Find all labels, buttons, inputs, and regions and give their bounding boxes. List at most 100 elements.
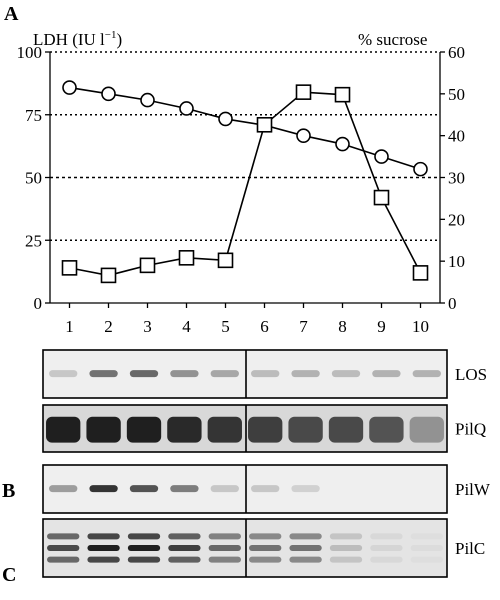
circle-point [62,80,77,95]
blot-band [251,370,280,378]
left-tick-label: 75 [25,106,42,125]
blot-los: LOS [42,349,487,399]
blot-band [370,533,403,540]
x-tick-label: 2 [104,317,113,336]
blot-band [208,556,241,563]
x-tick-label: 9 [377,317,386,336]
blot-band [168,556,201,563]
square-point [334,86,351,103]
blot-band [87,545,120,551]
blot-band [89,485,118,493]
blot-frame [42,349,448,399]
blot-band [168,533,201,540]
blot-band [47,556,80,563]
blot-band [331,370,361,378]
blot-band [207,416,242,443]
circle-point [374,149,389,164]
blot-band [248,416,283,443]
blot-band [210,485,239,493]
gridlines [50,51,440,242]
blot-band [329,545,363,551]
blot-band [328,416,364,443]
blot-band [47,533,80,540]
blot-band [170,485,199,493]
blot-band [289,556,322,563]
blot-band [127,556,161,563]
blot-band [46,416,81,443]
blot-pilw: PilW [42,464,491,514]
left-axis-label: LDH (IU l−1) [33,29,122,49]
blot-band [412,370,441,378]
circle-point [296,128,311,143]
blot-band [86,416,121,443]
blot-band [210,370,239,378]
square-point [217,252,234,269]
blot-frame [42,518,448,578]
circle-point [218,111,233,127]
blot-panels: LOS PilQ PilW PilC [42,349,491,578]
circle-point [335,136,350,152]
square-series-line [69,91,422,277]
blot-label: PilC [455,539,485,558]
blot-band [288,416,323,443]
blot-band [170,370,199,378]
left-tick-label: 25 [25,231,42,250]
blot-band [168,545,201,551]
blot-band [291,485,320,493]
blot-pilc: PilC [42,518,485,578]
blot-band [49,485,78,493]
blot-band [329,533,363,540]
square-point [100,267,117,284]
x-tick-label: 6 [260,317,269,336]
x-tick-label: 4 [182,317,191,336]
square-point [412,265,429,281]
blot-band [129,485,159,493]
x-tick-label: 5 [221,317,230,336]
circle-point [101,86,116,102]
panel-label-a: A [4,3,19,25]
x-tick-label: 10 [412,317,429,336]
blot-band [370,556,403,563]
right-axis-label: % sucrose [358,30,427,49]
square-point [373,189,390,206]
right-tick-label: 0 [448,294,457,313]
right-tick-label: 40 [448,127,465,146]
blot-band [410,556,443,563]
tick-marks: 0 25 50 75 100 0 10 20 30 40 50 60 1 2 3 4 5 6 7 8 9 10 [17,43,466,336]
blot-band [49,370,78,378]
blot-label: PilQ [455,420,486,439]
right-tick-label: 30 [448,169,465,188]
left-tick-label: 100 [17,43,43,62]
blot-band [329,556,363,563]
blot-label: PilW [455,480,491,499]
blot-frame [42,404,448,453]
blot-band [249,533,282,540]
blot-band [289,533,322,540]
blot-band [127,533,161,540]
blot-band [410,545,443,551]
circle-point [179,101,194,116]
right-tick-label: 20 [448,210,465,229]
x-tick-label: 8 [338,317,347,336]
blot-band [127,545,161,551]
blot-band [89,370,118,378]
blot-frame [42,464,448,514]
blot-band [409,416,444,443]
blot-band [126,416,162,443]
square-point [61,260,78,276]
blot-band [87,533,120,540]
right-tick-label: 60 [448,43,465,62]
x-tick-label: 7 [299,317,308,336]
blot-band [291,370,320,378]
blot-band [251,485,280,493]
blot-band [208,545,241,551]
square-point [295,84,312,100]
x-tick-label: 1 [65,317,74,336]
blot-pilq: PilQ [42,404,486,453]
blot-band [410,533,443,540]
square-point [139,257,156,274]
square-point [178,250,195,266]
blot-band [129,370,159,378]
panel-label-b: B [2,480,15,502]
